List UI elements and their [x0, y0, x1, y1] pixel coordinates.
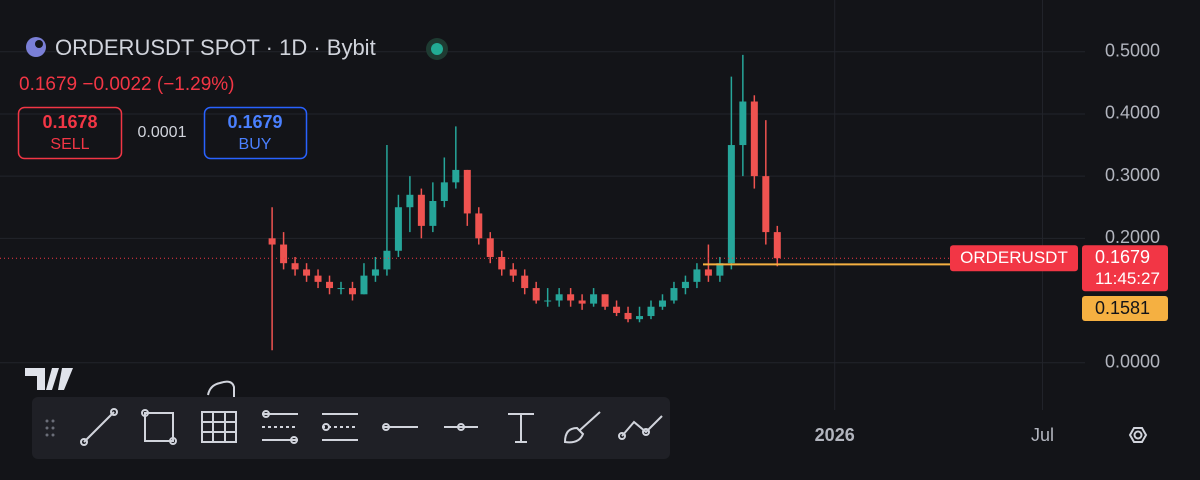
- hand-icon: [207, 380, 235, 397]
- candle-body: [658, 300, 666, 307]
- candle-body: [624, 312, 632, 320]
- trend-line-tool[interactable]: [80, 408, 118, 446]
- candle-body: [475, 213, 483, 239]
- grid: [0, 0, 1085, 410]
- candle-body: [532, 288, 540, 301]
- price-tag: [1082, 245, 1168, 292]
- candle-body: [704, 269, 712, 276]
- horizontal-line-tool[interactable]: [444, 423, 478, 431]
- buy-label: BUY: [239, 136, 272, 153]
- candle-body: [440, 182, 448, 202]
- fib-grid-tool[interactable]: [201, 411, 237, 443]
- symbol-title[interactable]: ORDERUSDT SPOT · 1D · Bybit: [55, 35, 376, 60]
- candle-body: [337, 288, 345, 290]
- parallel-channel-tool[interactable]: [322, 413, 358, 441]
- candle-body: [268, 238, 276, 245]
- candle-body: [590, 294, 598, 304]
- horizontal-ray-tool[interactable]: [382, 423, 418, 431]
- candle-body: [394, 207, 402, 251]
- candle-body: [371, 269, 379, 276]
- price-tag-value: 0.1679: [1095, 247, 1150, 267]
- candle-body: [360, 275, 368, 295]
- candle-body: [406, 194, 414, 208]
- candle-body: [544, 300, 552, 302]
- candle-body: [739, 101, 747, 146]
- candle-body: [601, 294, 609, 307]
- candle-body: [314, 275, 322, 282]
- drawing-toolbar: [32, 397, 670, 459]
- candle-body: [303, 269, 311, 276]
- plot: [0, 54, 950, 351]
- settings-icon[interactable]: [1128, 427, 1148, 443]
- y-tick-label: 0.4000: [1105, 103, 1160, 123]
- brush-tool[interactable]: [563, 411, 601, 444]
- symbol-tag: [950, 245, 1078, 272]
- candle-body: [578, 300, 586, 304]
- candle-body: [762, 176, 770, 233]
- candle-body: [613, 306, 621, 313]
- tradingview-logo: [25, 368, 73, 390]
- candle-body: [567, 294, 575, 301]
- rectangle-tool[interactable]: [141, 409, 177, 445]
- candle-body: [509, 269, 517, 276]
- candle-body: [716, 263, 724, 276]
- candle-body: [463, 169, 471, 214]
- candle-body: [750, 101, 758, 177]
- candle-body: [636, 316, 644, 320]
- candle-body: [681, 281, 689, 289]
- candle-body: [383, 250, 391, 270]
- candle-body: [452, 169, 460, 183]
- candle-body: [727, 145, 735, 264]
- candle-body: [280, 244, 288, 264]
- toolbar-icons: [45, 408, 663, 446]
- candle-body: [486, 238, 494, 257]
- price-change: 0.1679 −0.0022 (−1.29%): [19, 74, 235, 95]
- symbol-tag-label: ORDERUSDT: [960, 248, 1068, 267]
- horizontal-line-tag: [1082, 296, 1168, 321]
- symbol-logo: [35, 40, 43, 48]
- candle-body: [348, 288, 356, 295]
- candle-body: [498, 256, 506, 270]
- candle-body: [670, 288, 678, 301]
- horizontal-line-tag-value: 0.1581: [1095, 298, 1150, 318]
- buy-price: 0.1679: [227, 112, 282, 132]
- symbol-logo: [26, 37, 46, 57]
- y-tick-label: 0.2000: [1105, 227, 1160, 247]
- candle-body: [429, 201, 437, 226]
- y-tick-label: 0.0000: [1105, 351, 1160, 371]
- buy-button[interactable]: [203, 106, 308, 160]
- candle-body: [773, 232, 781, 259]
- sell-price: 0.1678: [42, 112, 97, 132]
- market-status: [431, 43, 443, 55]
- y-tick-label: 0.3000: [1105, 165, 1160, 185]
- candle-body: [291, 263, 299, 270]
- sell-label: SELL: [50, 136, 89, 153]
- candle-body: [555, 294, 563, 301]
- drag-handle[interactable]: [45, 419, 55, 437]
- candle-body: [647, 306, 655, 317]
- labels: 0.0000 0.2000 0.3000 0.4000 0.5000 2026 Jul ORD…: [815, 41, 1168, 445]
- countdown: 11:45:27: [1095, 269, 1160, 288]
- y-tick-label: 0.5000: [1105, 41, 1160, 61]
- spread: 0.0001: [138, 124, 187, 141]
- pattern-tool[interactable]: [618, 415, 663, 440]
- sell-button[interactable]: [17, 106, 123, 160]
- fib-retracement-tool[interactable]: [262, 410, 298, 444]
- candle-body: [417, 194, 425, 226]
- x-tick-label: Jul: [1031, 425, 1054, 445]
- candle-body: [326, 281, 334, 289]
- candle-body: [693, 269, 701, 282]
- x-tick-label: 2026: [815, 425, 855, 445]
- candle-body: [521, 275, 529, 289]
- text-tool[interactable]: [508, 413, 534, 443]
